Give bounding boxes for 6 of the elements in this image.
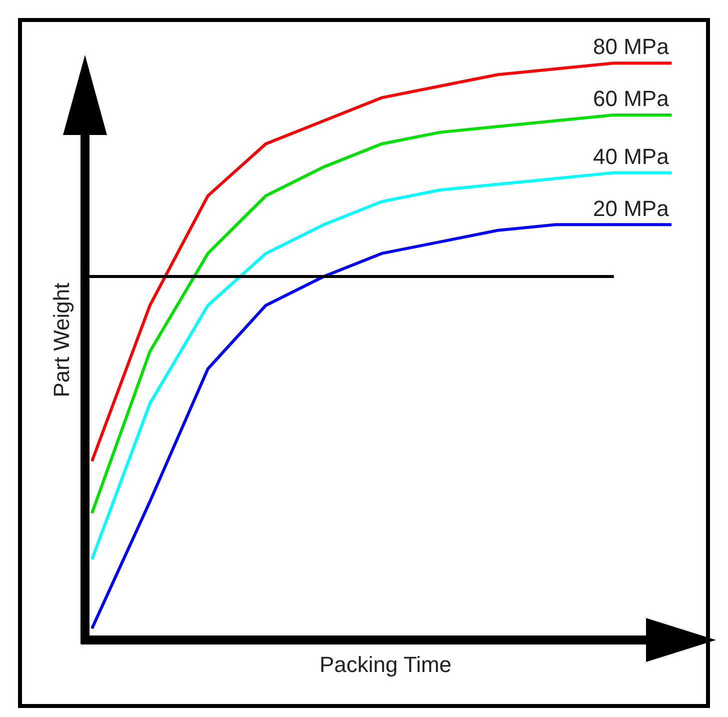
x-axis-title: Packing Time <box>319 652 452 677</box>
series-label: 20 MPa <box>593 196 670 221</box>
y-axis-title: Part Weight <box>48 282 74 398</box>
series-label: 40 MPa <box>593 144 670 169</box>
series-label: 60 MPa <box>593 86 670 111</box>
series-label: 80 MPa <box>593 34 670 59</box>
